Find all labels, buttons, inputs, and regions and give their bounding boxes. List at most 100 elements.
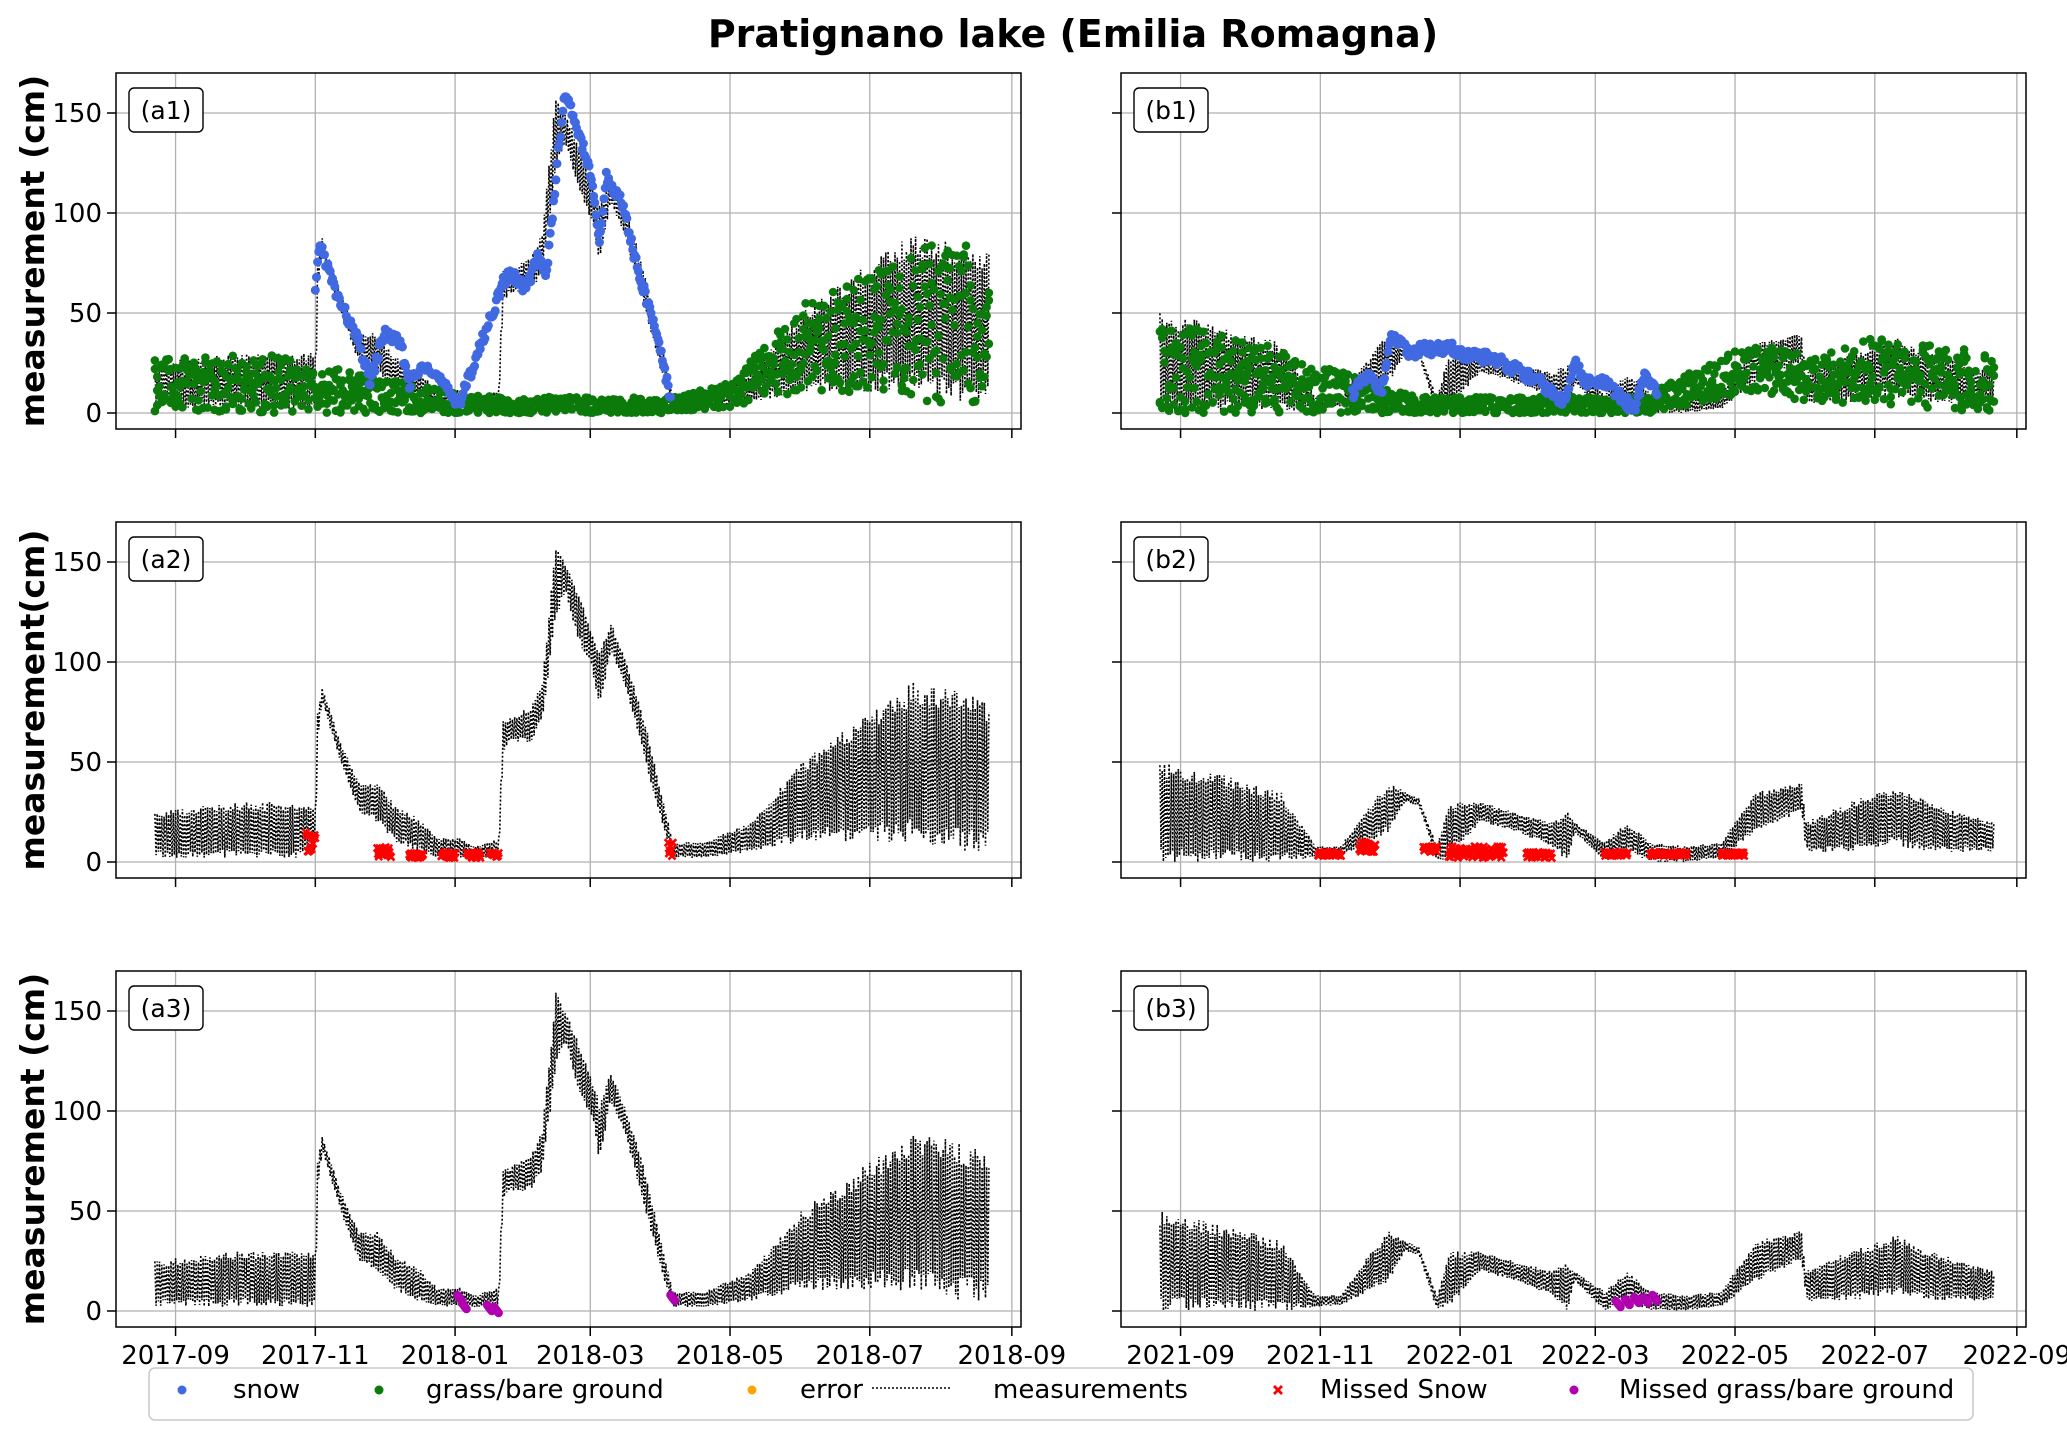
grass-point bbox=[1930, 374, 1939, 383]
grass-point bbox=[831, 324, 840, 333]
grass-point bbox=[952, 359, 962, 369]
grass-point bbox=[386, 388, 396, 398]
grass-point bbox=[844, 387, 854, 397]
grass-point bbox=[1185, 373, 1194, 383]
grass-point bbox=[1941, 345, 1951, 355]
snow-point bbox=[578, 139, 588, 148]
legend-marker bbox=[177, 1385, 187, 1395]
snow-point bbox=[594, 237, 604, 247]
grass-point bbox=[838, 386, 847, 396]
grass-point bbox=[840, 339, 849, 349]
grass-point bbox=[237, 394, 247, 403]
grass-point bbox=[780, 356, 790, 366]
snow-point bbox=[356, 344, 366, 354]
x-tick-label: 2022-03 bbox=[1541, 1341, 1650, 1371]
grass-point bbox=[155, 382, 164, 391]
grass-point bbox=[1710, 369, 1719, 379]
snow-point bbox=[545, 228, 555, 238]
grass-point bbox=[1277, 365, 1286, 375]
grass-point bbox=[913, 315, 923, 325]
missed-grass-point bbox=[670, 1296, 680, 1306]
grass-point bbox=[1245, 363, 1254, 373]
snow-point bbox=[330, 282, 340, 292]
snow-point bbox=[483, 321, 493, 331]
grass-point bbox=[1183, 383, 1192, 392]
grass-point bbox=[1169, 400, 1178, 409]
snow-point bbox=[654, 337, 664, 347]
x-tick-label: 2021-09 bbox=[1126, 1341, 1235, 1371]
grass-point bbox=[865, 350, 875, 360]
grass-point bbox=[354, 394, 364, 404]
grass-point bbox=[308, 368, 318, 378]
grass-point bbox=[819, 301, 829, 311]
missed-snow-point bbox=[310, 833, 320, 843]
snow-point bbox=[462, 381, 471, 391]
y-tick-label: 150 bbox=[52, 997, 102, 1027]
grass-point bbox=[1226, 356, 1236, 366]
grass-point bbox=[1160, 327, 1169, 337]
grass-point bbox=[1875, 344, 1884, 354]
y-tick-label: 50 bbox=[69, 748, 102, 778]
grass-point bbox=[778, 344, 787, 354]
grass-point bbox=[1900, 354, 1909, 363]
grass-point bbox=[1231, 336, 1240, 345]
grass-point bbox=[911, 345, 920, 355]
legend: snow grass/bare ground error measurements Mi… bbox=[148, 1367, 1974, 1421]
grass-point bbox=[783, 335, 792, 344]
snow-point bbox=[1650, 381, 1660, 391]
grass-point bbox=[164, 354, 173, 364]
grass-point bbox=[959, 250, 968, 259]
grass-point bbox=[1865, 364, 1875, 373]
grass-point bbox=[1769, 352, 1779, 362]
grass-point bbox=[922, 337, 932, 347]
axes-frame bbox=[115, 72, 1022, 430]
grass-point bbox=[1881, 354, 1891, 363]
grass-point bbox=[831, 350, 840, 360]
grass-point bbox=[902, 363, 911, 373]
grass-point bbox=[938, 354, 948, 363]
grass-point bbox=[897, 305, 907, 314]
snow-point bbox=[663, 381, 673, 390]
y-tick-label: 100 bbox=[52, 1097, 102, 1127]
grass-point bbox=[393, 408, 403, 417]
grass-point bbox=[927, 241, 936, 250]
grass-point bbox=[1840, 377, 1850, 387]
grass-point bbox=[224, 359, 233, 369]
grass-point bbox=[1753, 384, 1763, 393]
grass-point bbox=[890, 369, 900, 378]
grass-point bbox=[1863, 389, 1873, 398]
plot-area bbox=[154, 550, 990, 863]
grass-point bbox=[803, 328, 813, 338]
grass-point bbox=[1238, 348, 1247, 357]
grass-point bbox=[870, 312, 879, 322]
grass-point bbox=[1900, 347, 1909, 357]
grass-point bbox=[173, 392, 183, 401]
grass-point bbox=[1343, 370, 1353, 379]
missed-snow-point bbox=[667, 851, 677, 861]
grass-point bbox=[913, 292, 923, 302]
grass-point bbox=[246, 404, 256, 413]
snow-point bbox=[633, 266, 643, 276]
snow-point bbox=[334, 293, 344, 303]
y-tick-label: 100 bbox=[52, 648, 102, 678]
axes-frame bbox=[115, 521, 1022, 879]
grass-point bbox=[1164, 406, 1174, 416]
grass-point bbox=[301, 365, 311, 374]
missed-grass-point bbox=[1652, 1296, 1662, 1306]
grass-point bbox=[982, 302, 991, 312]
grass-point bbox=[1219, 407, 1229, 416]
grass-point bbox=[1957, 405, 1967, 415]
panel-tag-group: (a3) bbox=[128, 985, 204, 1031]
grass-point bbox=[182, 379, 192, 389]
y-tick-label: 0 bbox=[85, 848, 102, 878]
snow-point bbox=[584, 161, 594, 171]
snow-point bbox=[1630, 405, 1640, 415]
grass-point bbox=[808, 298, 817, 308]
grass-point bbox=[1884, 347, 1893, 356]
plot-area bbox=[1159, 1211, 1995, 1312]
grass-point bbox=[934, 331, 943, 341]
grass-point bbox=[968, 304, 978, 314]
grass-point bbox=[817, 385, 826, 395]
measurements-line bbox=[1159, 1211, 1995, 1311]
